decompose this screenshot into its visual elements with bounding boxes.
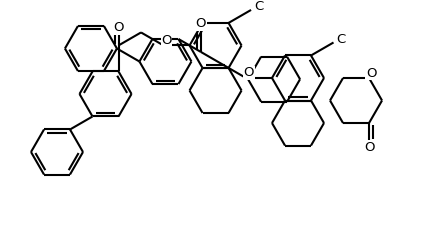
Text: O: O xyxy=(244,66,254,79)
Text: O: O xyxy=(196,17,206,30)
Text: C: C xyxy=(336,33,345,46)
Text: O: O xyxy=(113,21,124,34)
Text: O: O xyxy=(366,66,376,79)
Text: O: O xyxy=(161,34,172,47)
Text: O: O xyxy=(364,141,374,154)
Text: C: C xyxy=(254,0,264,13)
